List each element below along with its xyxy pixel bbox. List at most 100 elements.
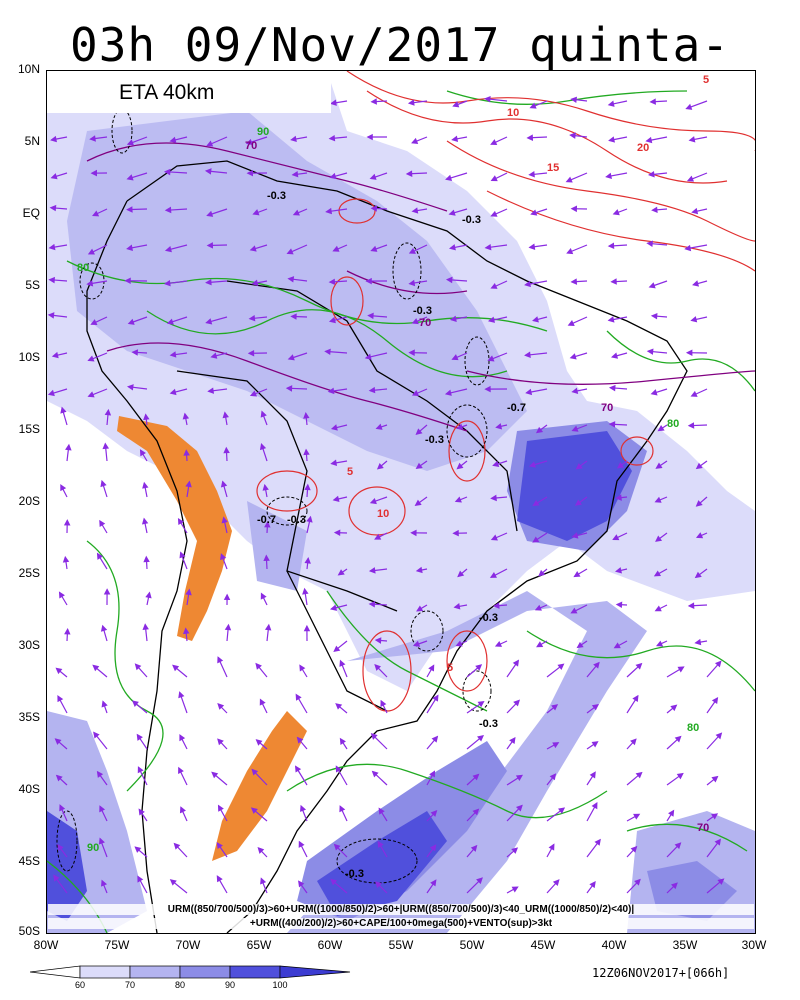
model-label-box: ETA 40km	[47, 71, 331, 113]
wind-arrow-head	[594, 838, 601, 846]
wind-arrow-head	[687, 602, 695, 609]
wind-arrow-head	[132, 700, 139, 707]
wind-arrow-head	[484, 243, 492, 251]
wind-arrow-head	[476, 877, 483, 885]
wind-arrow-head	[492, 460, 500, 467]
wind-arrow-head	[408, 279, 416, 287]
wind-arrow-head	[452, 529, 459, 537]
wind-arrow-head	[185, 480, 192, 488]
wind-arrow-head	[249, 245, 257, 252]
wind-arrow-head	[645, 136, 653, 144]
wind-arrow-head	[511, 886, 519, 893]
wind-arrow-head	[374, 664, 382, 671]
wind-arrow-head	[304, 556, 311, 564]
lat-label: 40S	[18, 782, 40, 796]
wind-arrow-head	[295, 765, 302, 773]
wind-arrow-head	[252, 209, 260, 216]
wind-arrow-head	[217, 703, 225, 710]
wind-arrow-head	[653, 570, 662, 577]
wind-arrow-head	[251, 279, 259, 287]
wind-arrow-head	[65, 443, 72, 451]
wind-arrow-head	[615, 601, 623, 609]
colorbar	[30, 965, 351, 979]
wind-vectors	[47, 95, 725, 894]
wind-arrow-head	[552, 879, 560, 886]
wind-arrow-head	[210, 352, 218, 359]
contour-label: 70	[697, 822, 709, 834]
wind-arrow-head	[87, 248, 95, 255]
wind-arrow-head	[183, 449, 190, 456]
wind-arrow-head	[608, 136, 615, 143]
wind-arrow-head	[298, 880, 305, 888]
wind-arrow-head	[296, 736, 304, 744]
wind-arrow-head	[302, 587, 309, 595]
forecast-map[interactable]: 70 90 -0.3 80 -0.3 10 15 20 5 -0.3 70 -0…	[46, 70, 756, 934]
lat-label: 50S	[18, 924, 40, 938]
map-canvas: 70 90 -0.3 80 -0.3 10 15 20 5 -0.3 70 -0…	[47, 71, 755, 933]
wind-arrow-head	[246, 169, 254, 177]
wind-arrow-head	[303, 624, 311, 632]
wind-arrow-head	[370, 98, 377, 105]
wind-arrow-head	[610, 278, 617, 285]
wind-arrow-head	[687, 422, 695, 429]
wind-arrow-head	[453, 603, 461, 610]
wind-arrow-head	[263, 554, 270, 562]
lat-label: EQ	[22, 206, 40, 220]
wind-arrow-head	[330, 878, 338, 886]
wind-arrow-head	[575, 463, 583, 470]
wind-arrow-head	[99, 519, 106, 528]
wind-arrow-head	[51, 351, 59, 359]
wind-arrow-head	[454, 496, 462, 503]
wind-arrow-head	[138, 808, 145, 816]
wind-arrow-head	[696, 532, 704, 539]
wind-arrow-head	[329, 99, 337, 106]
wind-arrow-head	[328, 278, 336, 286]
wind-arrow-head	[410, 529, 417, 537]
wind-arrow-head	[472, 773, 480, 781]
wind-arrow-head	[177, 517, 184, 526]
contour-label: -0.3	[425, 434, 444, 446]
wind-arrow-head	[655, 535, 663, 542]
wind-arrow-head	[58, 591, 65, 599]
lon-label: 80W	[33, 938, 59, 952]
wind-arrow-head	[368, 601, 376, 608]
wind-arrow-head	[538, 569, 546, 577]
wind-arrow-head	[137, 875, 144, 883]
wind-arrow-head	[217, 656, 224, 664]
contour-label: -0.3	[345, 868, 364, 880]
wind-arrow-head	[260, 592, 267, 600]
wind-arrow-head	[635, 662, 643, 670]
wind-arrow-head	[525, 388, 533, 396]
wind-arrow-head	[172, 664, 180, 672]
wind-arrow-head	[216, 875, 223, 883]
wind-arrow-head	[143, 413, 150, 421]
wind-arrow-head	[87, 355, 95, 362]
wind-arrow-head	[291, 170, 299, 178]
wind-arrow-head	[655, 640, 664, 647]
wind-arrow-head	[100, 624, 108, 632]
wind-arrow-head	[494, 640, 503, 647]
wind-arrow-head	[411, 137, 419, 144]
contour-label: 10	[377, 508, 389, 520]
wind-arrow-head	[206, 210, 214, 217]
wind-arrow-head	[617, 462, 625, 469]
wind-arrow-head	[255, 662, 262, 670]
lat-label: 15S	[18, 422, 40, 436]
wind-arrow-head	[490, 282, 498, 289]
lon-label: 75W	[104, 938, 130, 952]
wind-arrow-head	[524, 351, 531, 359]
wind-arrow-head	[711, 697, 719, 705]
contour-label: 80	[687, 722, 699, 734]
wind-arrow-head	[429, 770, 436, 778]
wind-arrow-head	[327, 387, 335, 395]
wind-arrow-head	[415, 462, 423, 470]
wind-arrow-head	[565, 176, 573, 183]
wind-arrow-head	[287, 354, 295, 361]
wind-arrow-head	[513, 699, 521, 707]
wind-arrow-head	[677, 666, 685, 673]
wind-arrow-head	[131, 349, 139, 356]
wind-arrow-head	[431, 735, 439, 743]
wind-arrow-head	[50, 135, 57, 143]
wind-arrow-head	[475, 664, 483, 671]
run-info: 12Z06NOV2017+[066h]	[592, 966, 730, 980]
